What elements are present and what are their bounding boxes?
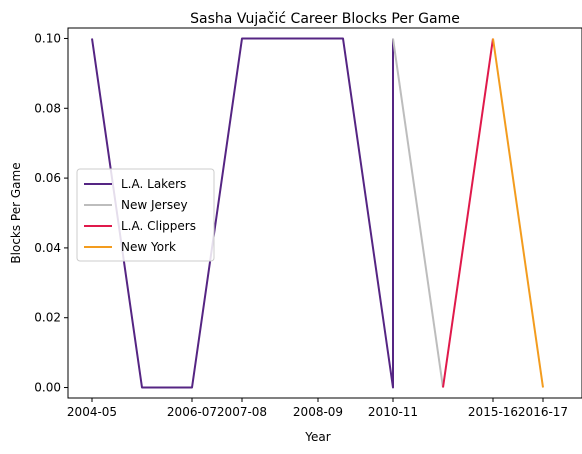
legend-label-0: L.A. Lakers (121, 177, 186, 191)
y-tick-label: 0.10 (34, 31, 61, 45)
series-line-0 (91, 37, 394, 389)
y-tick-label: 0.02 (34, 311, 61, 325)
legend-label-2: L.A. Clippers (121, 219, 196, 233)
legend-box (76, 168, 215, 262)
legend-items: L.A. Lakers New Jersey L.A. Clippers New Yo… (84, 177, 196, 254)
x-tick-label: 2004-05 (67, 405, 117, 419)
y-tick-label: 0.08 (34, 101, 61, 115)
x-tick-label: 2010-11 (368, 405, 418, 419)
legend: L.A. Lakers New Jersey L.A. Clippers New Yo… (76, 168, 215, 262)
y-axis-ticks: 0.00 0.02 0.04 0.06 0.08 0.10 (34, 31, 68, 395)
x-tick-label: 2007-08 (217, 405, 267, 419)
x-axis-label: Year (304, 430, 330, 444)
plot-area-frame (67, 27, 582, 399)
x-tick-label: 2006-07 (167, 405, 217, 419)
chart-title: Sasha Vujačić Career Blocks Per Game (190, 11, 460, 27)
chart-title-group: Sasha Vujačić Career Blocks Per Game (190, 11, 460, 27)
x-tick-label: 2016-17 (518, 405, 568, 419)
x-axis-ticks: 2004-05 2006-07 2007-08 2008-09 2010-11 2015-… (67, 398, 568, 419)
y-tick-label: 0.04 (34, 241, 61, 255)
y-tick-label: 0.00 (34, 381, 61, 395)
series-line-1 (392, 38, 444, 388)
series-lines (91, 37, 544, 389)
series-line-3 (492, 38, 544, 388)
series-line-2 (442, 38, 494, 388)
legend-label-3: New York (121, 240, 176, 254)
y-tick-label: 0.06 (34, 171, 61, 185)
x-tick-label: 2015-16 (468, 405, 518, 419)
y-axis-label: Blocks Per Game (9, 162, 23, 263)
legend-label-1: New Jersey (121, 198, 188, 212)
x-tick-label: 2008-09 (293, 405, 343, 419)
